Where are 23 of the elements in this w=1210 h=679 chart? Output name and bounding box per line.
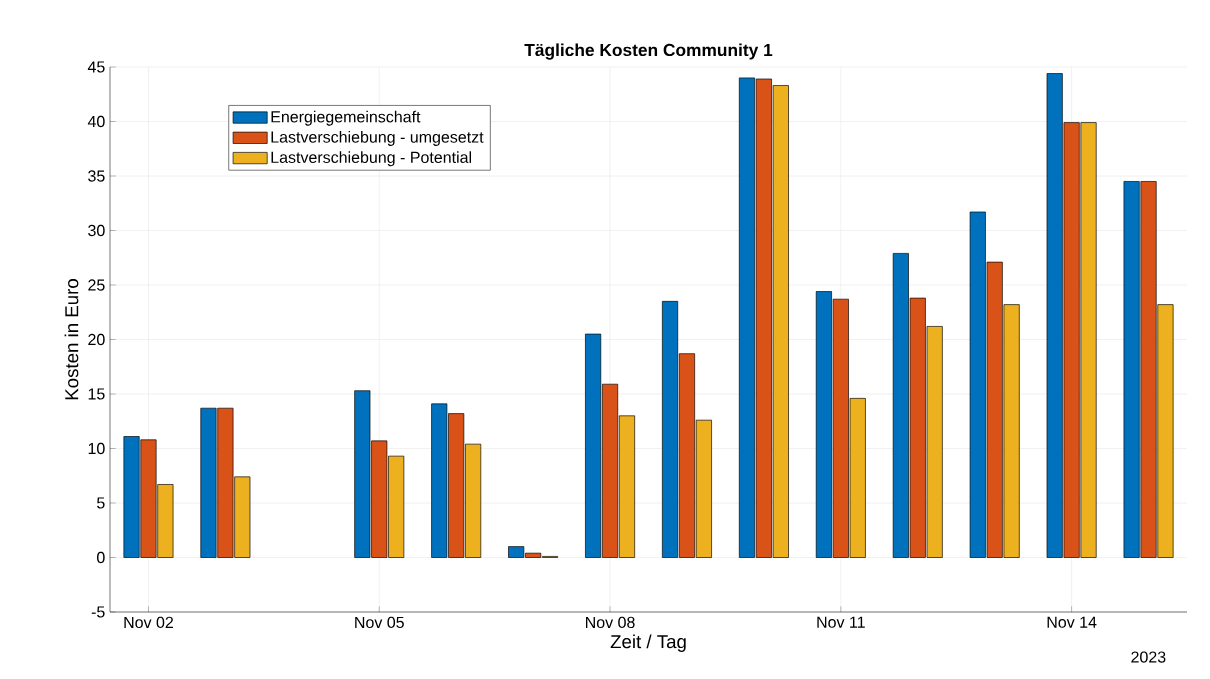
y-tick-label: 30 (88, 224, 105, 237)
y-tick-label: 0 (97, 551, 105, 564)
y-tick-label: 45 (87, 61, 105, 73)
y-tick-label: 5 (97, 497, 105, 509)
y-tick-label: 20 (88, 333, 105, 346)
y-tick-label: 40 (87, 115, 105, 128)
y-tick-label: 15 (88, 388, 105, 400)
legend-label: Lastverschiebung - Potential (271, 151, 472, 167)
x-axis-title: Zeit / Tag (610, 634, 686, 652)
y-tick-label: 25 (88, 279, 105, 291)
x-tick-label: Nov 08 (586, 616, 635, 629)
chart-title: Tägliche Kosten Community 1 (524, 43, 773, 60)
x-tick-label: Nov 05 (355, 616, 404, 629)
y-tick-label: 10 (88, 442, 105, 455)
legend-label: Energiegemeinschaft (271, 110, 421, 126)
legend-label: Lastverschiebung - umgesetzt (271, 131, 484, 146)
y-tick-label: -5 (91, 606, 105, 618)
x-tick-label: Nov 11 (817, 616, 865, 628)
x-tick-label: Nov 14 (1047, 616, 1097, 628)
y-tick-label: 35 (88, 170, 105, 182)
x-tick-label: Nov 02 (124, 616, 173, 629)
y-axis-title: Kosten in Euro (64, 279, 79, 400)
text: 2023 (1131, 651, 1166, 663)
